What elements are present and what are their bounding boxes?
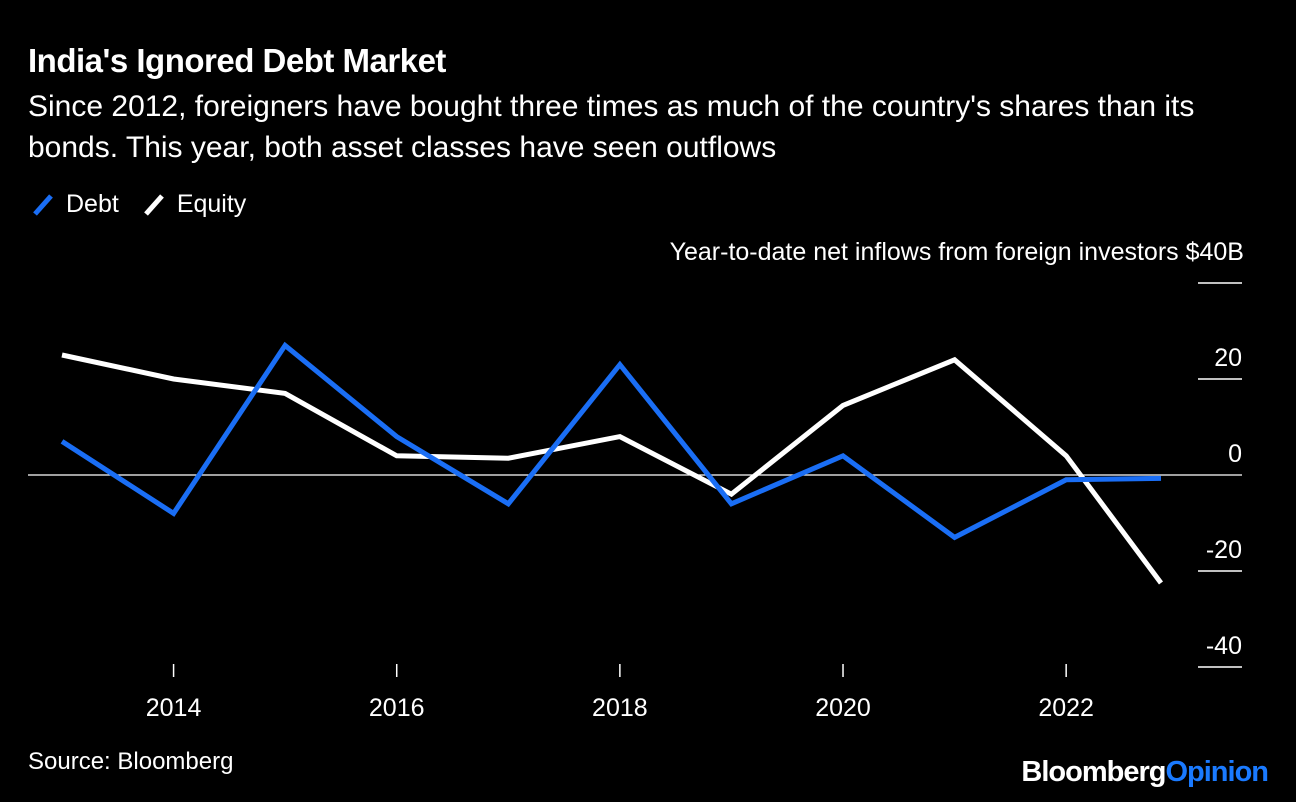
x-tick-label: 2022 [1038, 694, 1094, 722]
y-tick-label: -20 [1206, 536, 1242, 564]
brand-logo-part1: Bloomberg [1021, 756, 1166, 788]
y-tick-label: 20 [1214, 344, 1242, 372]
legend-item-equity: Equity [141, 190, 246, 219]
source-note: Source: Bloomberg [28, 748, 234, 775]
y-tick-label: 0 [1228, 440, 1242, 468]
x-tick-label: 2016 [369, 694, 425, 722]
series-line-equity [61, 352, 1164, 585]
legend-swatch-equity [143, 193, 164, 216]
x-tick-label: 2014 [146, 694, 202, 722]
series-line-debt [60, 341, 1162, 541]
brand-logo-part2: Opinion [1165, 756, 1269, 788]
legend-label-equity: Equity [176, 190, 247, 218]
legend-item-debt: Debt [30, 190, 119, 219]
legend-swatch-debt [33, 193, 53, 216]
legend-label-debt: Debt [66, 190, 119, 218]
legend: Debt Equity [30, 190, 268, 219]
chart-subtitle: Since 2012, foreigners have bought three… [28, 90, 1195, 164]
y-axis-unit-label: Year-to-date net inflows from foreign in… [669, 238, 1244, 266]
chart-title: India's Ignored Debt Market [28, 42, 446, 79]
x-tick-label: 2018 [592, 694, 648, 722]
x-tick-label: 2020 [815, 694, 871, 722]
y-tick-label: -40 [1206, 632, 1242, 660]
brand-logo: BloombergOpinion [1021, 756, 1269, 789]
